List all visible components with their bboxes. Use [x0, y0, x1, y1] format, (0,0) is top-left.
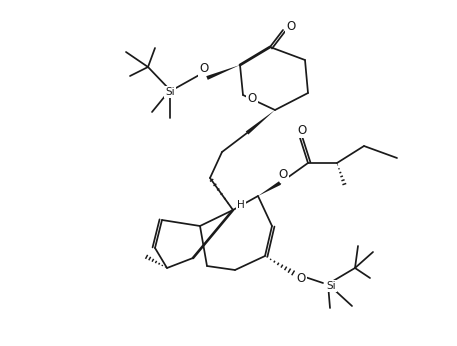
Text: Si: Si — [165, 87, 175, 97]
Text: H: H — [237, 200, 245, 210]
Text: O: O — [287, 20, 296, 34]
Text: O: O — [297, 272, 306, 284]
Text: O: O — [298, 124, 307, 137]
Text: O: O — [247, 91, 257, 104]
Text: Si: Si — [326, 281, 336, 291]
Text: O: O — [278, 169, 287, 182]
Text: O: O — [199, 63, 209, 75]
Polygon shape — [206, 65, 240, 80]
Polygon shape — [258, 181, 281, 196]
Polygon shape — [246, 110, 275, 135]
